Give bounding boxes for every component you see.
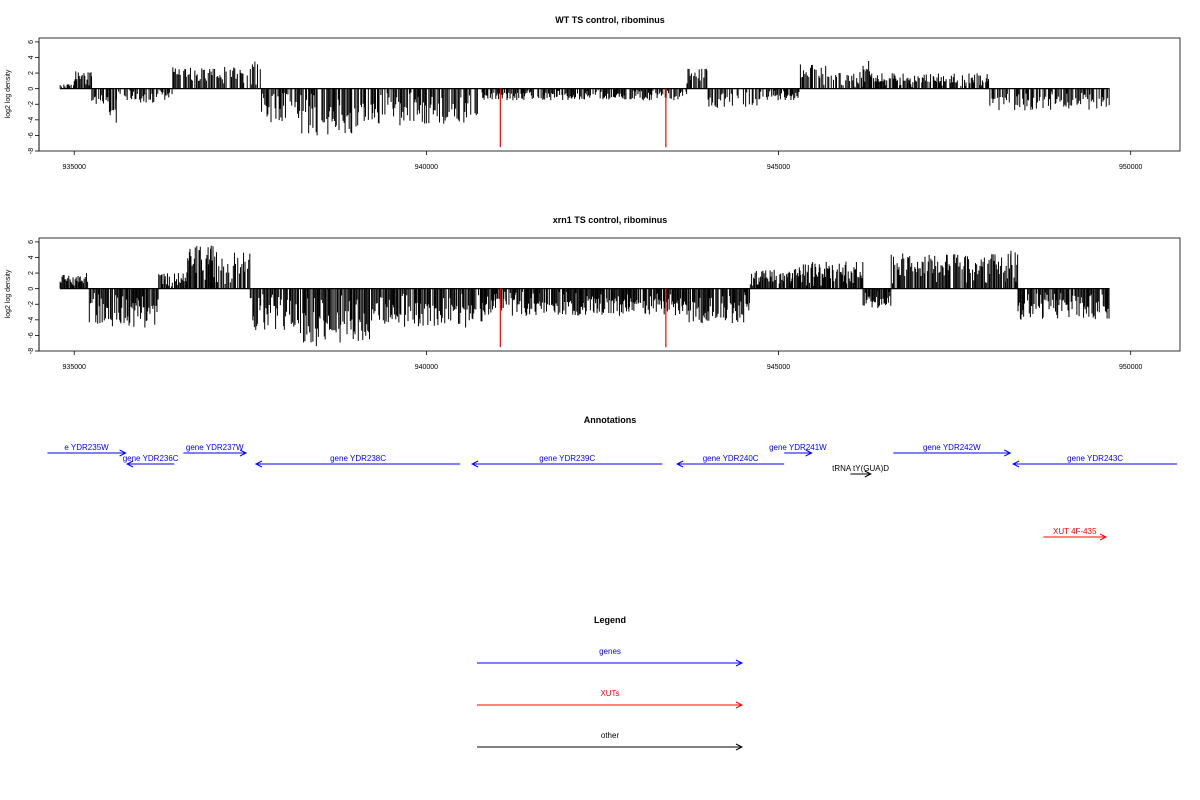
xrn1-y-axis: 6 4 2 0 -2 -4 -6 -8 [28, 240, 40, 354]
xrn1-coverage-panel: xrn1 TS control, ribominus 6420-2-4-6-8 … [5, 215, 1181, 371]
legend-item-other: other [477, 731, 744, 751]
xrn1-y-tick-label: 2 [28, 271, 35, 275]
feature-label: e YDR235W [64, 443, 109, 452]
legend-label: XUTs [600, 689, 619, 698]
feature-arrowhead [239, 449, 248, 457]
feature-e-ydr235w: e YDR235W [47, 443, 127, 457]
feature-label: gene YDR241W [769, 443, 827, 452]
xrn1-signal-bars [59, 245, 1110, 347]
feature-label: gene YDR240C [703, 454, 759, 463]
xrn1-y-tick-label: -4 [28, 317, 35, 323]
wt-y-tick-label: 0 [28, 87, 35, 91]
xrn1-x-tick-label: 945000 [767, 364, 790, 371]
wt-y-axis: 6 4 2 0 -2 -4 -6 -8 [28, 40, 40, 154]
wt-signal-bars [59, 61, 1110, 136]
xrn1-y-tick-label: 4 [28, 255, 35, 259]
xrn1-x-tick-label: 950000 [1119, 364, 1142, 371]
feature-arrowhead [119, 449, 127, 457]
wt-x-axis: 935000 940000 945000 950000 [63, 151, 1142, 171]
wt-y-tick-label: 4 [28, 55, 35, 59]
feature-label: XUT 4F-435 [1053, 527, 1097, 536]
wt-y-tick-label: -4 [28, 117, 35, 123]
xrn1-x-tick-label: 935000 [63, 364, 86, 371]
feature-gene-ydr242w: gene YDR242W [893, 443, 1012, 457]
xrn1-y-tick-label: -2 [28, 301, 35, 307]
feature-arrowhead [675, 460, 684, 468]
annotation-features: e YDR235W gene YDR236C gene YDR237W gene YD… [47, 443, 1178, 541]
legend-items: genes XUTs other [477, 647, 744, 751]
wt-y-tick-label: 2 [28, 71, 35, 75]
legend-item-gene: genes [477, 647, 744, 667]
xrn1-y-tick-label: -8 [28, 348, 35, 354]
wt-y-tick-label: -2 [28, 101, 35, 107]
xrn1-panel-title: xrn1 TS control, ribominus [553, 215, 668, 225]
feature-gene-ydr239c: gene YDR239C [471, 454, 663, 468]
wt-panel-title: WT TS control, ribominus [555, 15, 665, 25]
wt-y-axis-label: log2 log density [5, 69, 12, 118]
xrn1-y-axis-label: log2 log density [5, 269, 12, 318]
xrn1-y-tick-label: -6 [28, 332, 35, 338]
feature-label: gene YDR243C [1067, 454, 1123, 463]
feature-gene-ydr243c: gene YDR243C [1011, 454, 1178, 468]
xrn1-markers [499, 288, 667, 348]
wt-coverage-panel: WT TS control, ribominus 6 4 2 0 -2 -4 -6 -8 93… [5, 15, 1181, 171]
wt-x-tick-label: 935000 [63, 164, 86, 171]
feature-gene-ydr241w: gene YDR241W [769, 443, 827, 457]
legend-arrowhead [735, 659, 744, 667]
legend: Legend genes XUTs other [477, 615, 744, 751]
feature-gene-ydr238c: gene YDR238C [254, 454, 461, 468]
legend-arrowhead [735, 701, 744, 709]
xrn1-x-axis: 935000 940000 945000 950000 [63, 351, 1142, 371]
feature-label: gene YDR238C [330, 454, 386, 463]
xrn1-y-tick-label: 0 [28, 287, 35, 291]
feature-label: gene YDR236C [123, 454, 179, 463]
wt-x-tick-label: 940000 [415, 164, 438, 171]
feature-arrowhead [254, 460, 263, 468]
annotations-title: Annotations [584, 415, 637, 425]
feature-arrowhead [1004, 449, 1012, 457]
legend-title: Legend [594, 615, 626, 625]
annotations-track: Annotations e YDR235W gene YDR236C gene YD… [47, 415, 1178, 541]
legend-label: other [601, 731, 620, 740]
feature-arrowhead [1011, 460, 1020, 468]
feature-gene-ydr240c: gene YDR240C [675, 454, 785, 468]
feature-label: gene YDR242W [923, 443, 981, 452]
feature-arrowhead [125, 460, 134, 468]
feature-trna-ty-gua-d: tRNA tY(GUA)D [832, 464, 889, 478]
feature-gene-ydr237w: gene YDR237W [183, 443, 248, 457]
feature-arrowhead [805, 449, 813, 457]
wt-markers [499, 88, 667, 148]
xrn1-x-tick-label: 940000 [415, 364, 438, 371]
wt-x-tick-label: 950000 [1119, 164, 1142, 171]
feature-arrowhead [864, 470, 872, 478]
feature-label: gene YDR239C [539, 454, 595, 463]
wt-y-tick-label: -6 [28, 132, 35, 138]
feature-gene-ydr236c: gene YDR236C [123, 454, 179, 468]
feature-xut-4f-435: XUT 4F-435 [1043, 527, 1108, 541]
feature-arrowhead [471, 460, 479, 468]
legend-item-xut: XUTs [477, 689, 744, 709]
wt-y-tick-label: -8 [28, 148, 35, 154]
wt-x-tick-label: 945000 [767, 164, 790, 171]
legend-arrowhead [735, 743, 744, 751]
wt-y-tick-label: 6 [28, 40, 35, 44]
feature-label: tRNA tY(GUA)D [832, 464, 889, 473]
xrn1-y-tick-label: 6 [28, 240, 35, 244]
legend-label: genes [599, 647, 621, 656]
feature-arrowhead [1099, 533, 1108, 541]
feature-label: gene YDR237W [186, 443, 244, 452]
